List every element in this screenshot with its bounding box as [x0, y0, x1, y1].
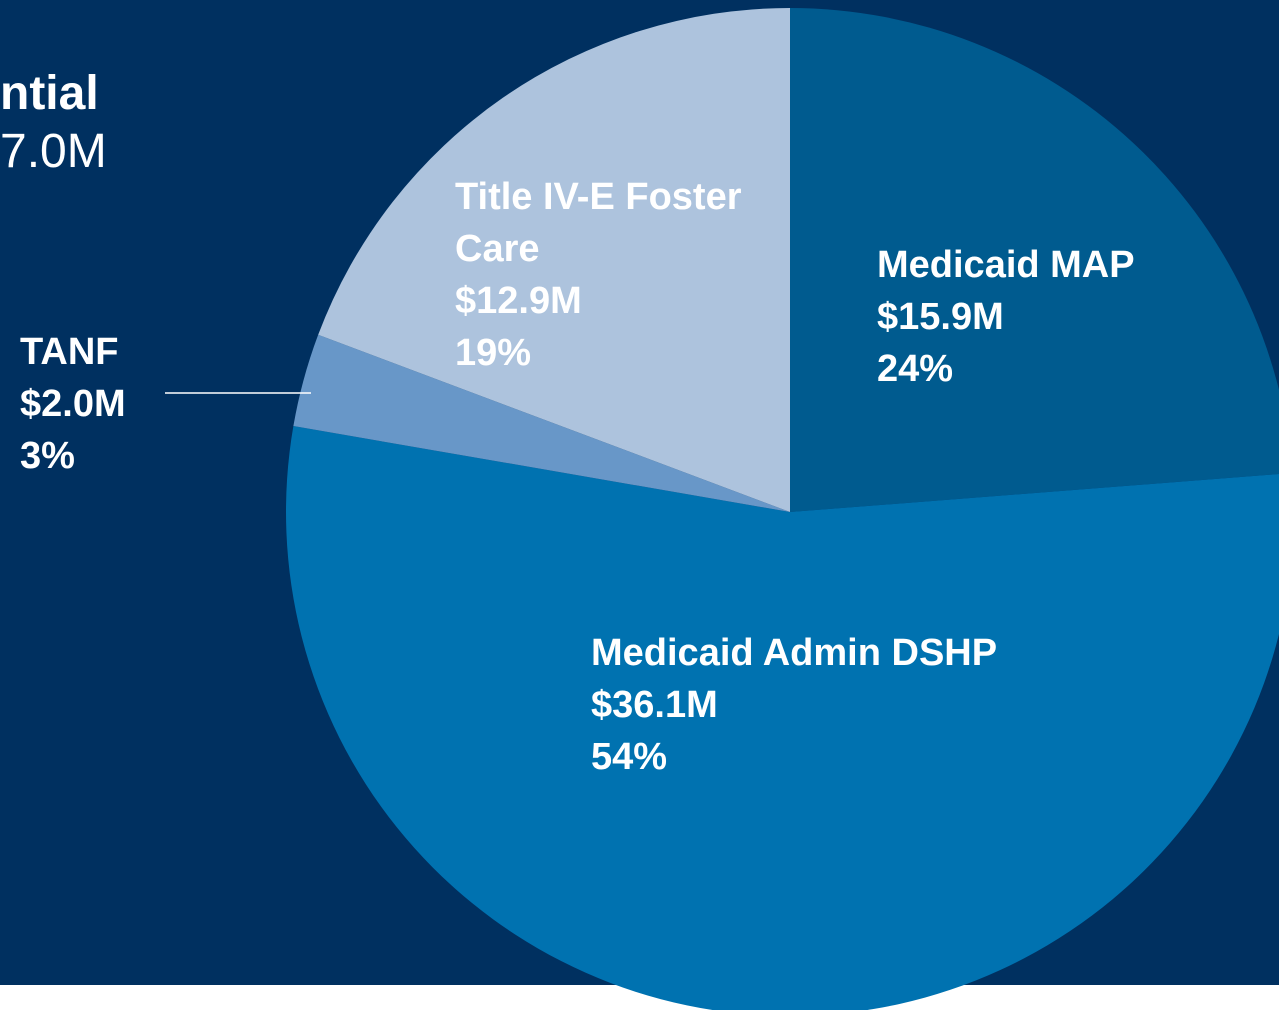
slice-label: Medicaid Admin DSHP $36.1M 54%: [591, 627, 1111, 783]
share-label: 19%: [455, 332, 532, 374]
pie-slice: [790, 8, 1279, 512]
chart-title: ntial: [0, 67, 99, 120]
category-label: Medicaid MAP: [877, 244, 1135, 286]
category-label: Title IV-E Foster Care: [455, 176, 742, 270]
share-label: 54%: [591, 736, 668, 778]
pie-slice: [293, 334, 790, 512]
value-label: $36.1M: [591, 684, 718, 726]
category-label: TANF: [20, 331, 119, 373]
category-label: Medicaid Admin DSHP: [591, 632, 998, 674]
value-label: $12.9M: [455, 280, 582, 322]
slice-label: Title IV-E Foster Care $12.9M 19%: [455, 171, 785, 379]
slice-label: TANF $2.0M 3%: [20, 326, 220, 482]
chart-subtitle: 7.0M: [0, 125, 107, 178]
share-label: 24%: [877, 348, 954, 390]
value-label: $2.0M: [20, 383, 126, 425]
pie-slice: [286, 426, 1279, 1010]
pie-slice: [318, 8, 790, 512]
slice-label: Medicaid MAP $15.9M 24%: [877, 239, 1197, 395]
value-label: $15.9M: [877, 296, 1004, 338]
share-label: 3%: [20, 435, 75, 477]
